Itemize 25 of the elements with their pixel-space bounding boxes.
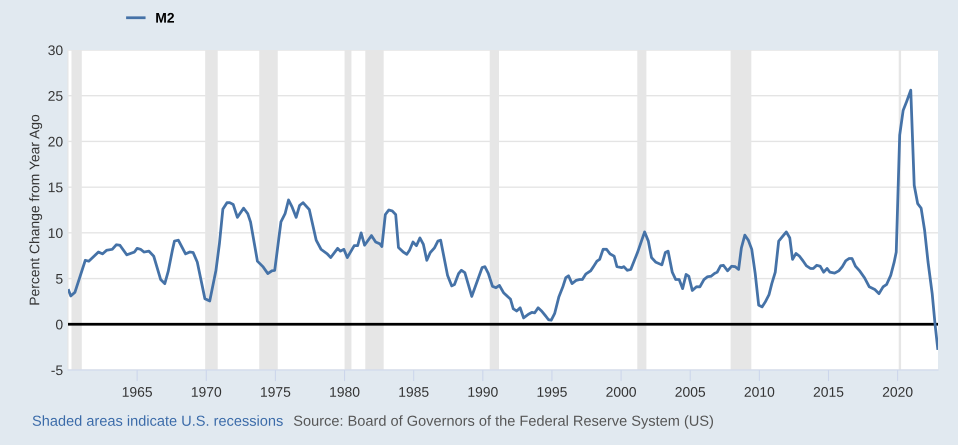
x-tick-label: 1970 (192, 387, 222, 397)
y-tick-label: 5 (56, 274, 63, 284)
y-tick-label: -5 (51, 365, 63, 376)
x-tick-label: 2015 (814, 387, 844, 397)
y-tick-label: 15 (48, 182, 63, 192)
x-tick-label: 2020 (882, 387, 913, 397)
y-tick-label: 10 (48, 228, 63, 238)
x-tick-label: 1965 (122, 387, 152, 397)
y-tick-label: 20 (48, 136, 63, 147)
x-tick-label: 2005 (675, 387, 706, 397)
x-tick-label: 1995 (538, 387, 567, 397)
x-tick-label: 2000 (606, 387, 636, 397)
legend-label: M2 (156, 12, 174, 23)
line-series (68, 88, 938, 350)
y-tick-label: 25 (48, 91, 63, 101)
x-tick-label: 2010 (744, 387, 774, 397)
text: Shaded areas indicate U.S. recessions (32, 415, 283, 426)
x-tick-label: 1985 (399, 387, 429, 397)
x-tick-label: 1990 (468, 387, 498, 397)
y-tick-label: 0 (56, 320, 63, 330)
x-tick-label: 1980 (330, 387, 360, 397)
y-tick-label: 30 (48, 45, 63, 56)
x-tick-label: 1975 (261, 387, 290, 397)
y-axis-title: Percent Change from Year Ago (29, 114, 42, 305)
source-note: Source: Board of Governors of the Federal Reserve System (US) (294, 415, 714, 429)
